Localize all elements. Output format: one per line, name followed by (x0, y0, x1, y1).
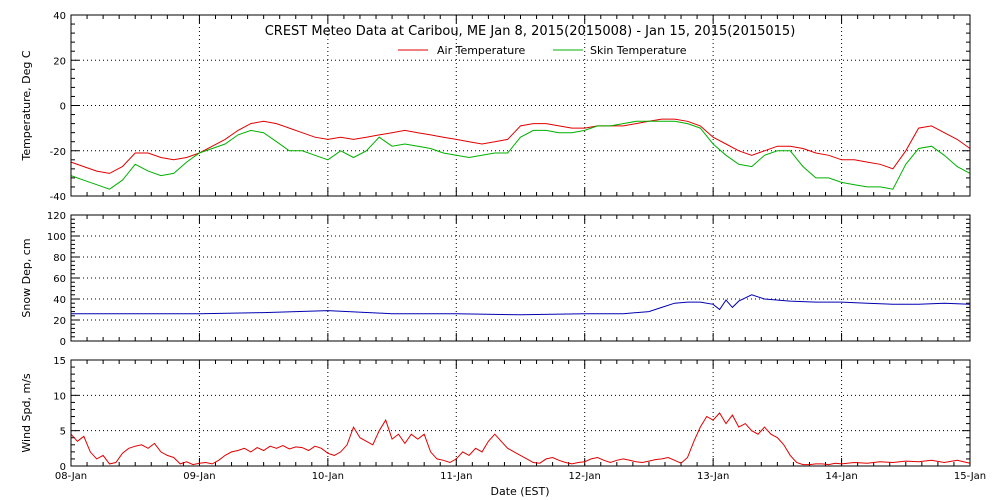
panel-frame (70, 214, 971, 342)
x-axis-label: Date (EST) (490, 485, 549, 498)
x-tick-label: 13-Jan (697, 471, 729, 482)
y-axis-label-temperature: Temperature, Deg C (20, 50, 33, 161)
y-tick-label: 40 (53, 11, 66, 22)
y-tick-label: 120 (47, 211, 66, 222)
y-tick-label: 15 (53, 356, 66, 367)
x-tick-label: 08-Jan (55, 471, 87, 482)
legend-entry: Air Temperature (437, 44, 526, 57)
series-line-air-temperature (70, 118, 971, 174)
y-tick-label: 0 (60, 462, 66, 473)
y-tick-label: 0 (60, 337, 66, 348)
y-axis-label-snow: Snow Dep, cm (20, 238, 33, 317)
y-tick-label: -40 (50, 192, 66, 203)
panel-wind: 0 5 10 15 Wind Spd, m/s (20, 356, 971, 473)
y-tick-label: -20 (50, 147, 66, 158)
y-tick-label: 80 (53, 253, 66, 264)
x-tick-label: 11-Jan (440, 471, 472, 482)
panel-frame (70, 14, 971, 197)
panel-frame (70, 359, 971, 467)
panel-temperature: -40 -20 0 20 40 Temperature, Deg C Air Tempera… (20, 11, 971, 203)
y-tick-label: 100 (47, 232, 66, 243)
legend-entry: Skin Temperature (590, 44, 687, 57)
series-line-snow-depth (71, 294, 971, 316)
x-tick-label: 15-Jan (954, 471, 986, 482)
series-line-skin-temperature (70, 120, 971, 190)
y-tick-label: 60 (53, 274, 66, 285)
y-tick-label: 0 (60, 102, 66, 113)
legend: Air Temperature Skin Temperature (398, 44, 687, 57)
y-tick-label: 40 (53, 295, 66, 306)
y-axis-label-wind: Wind Spd, m/s (20, 373, 33, 453)
plot-root: -40 -20 0 20 40 Temperature, Deg C Air Tempera… (20, 11, 986, 482)
y-tick-label: 20 (53, 316, 66, 327)
chart-title: CREST Meteo Data at Caribou, ME Jan 8, 2… (265, 24, 796, 39)
x-tick-label: 09-Jan (183, 471, 215, 482)
panel-snow: 0 20 40 60 80 100 120 Snow Dep, cm (20, 211, 971, 348)
x-tick-label: 14-Jan (825, 471, 857, 482)
x-tick-label: 10-Jan (312, 471, 344, 482)
y-tick-label: 20 (53, 56, 66, 67)
x-tick-label: 12-Jan (569, 471, 601, 482)
series-line-wind-speed (70, 412, 971, 466)
y-tick-label: 5 (60, 427, 66, 438)
y-tick-label: 10 (53, 391, 66, 402)
